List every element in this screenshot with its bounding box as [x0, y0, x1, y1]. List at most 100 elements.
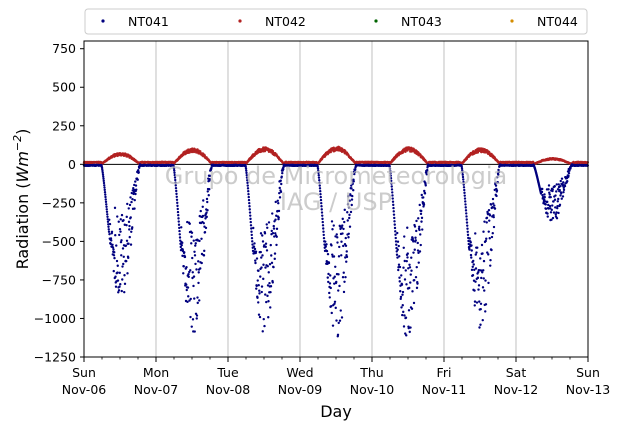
point-nt041: [258, 292, 261, 295]
point-nt041: [267, 221, 271, 224]
point-nt041: [403, 278, 407, 281]
point-nt041: [104, 195, 107, 199]
point-nt041: [248, 211, 252, 214]
point-nt041: [181, 241, 184, 245]
x-tick-label-date: Nov-09: [278, 382, 323, 397]
point-nt041: [341, 217, 344, 221]
point-nt041: [562, 181, 565, 184]
point-nt041: [328, 291, 331, 295]
point-nt041: [112, 254, 116, 257]
point-nt041: [484, 279, 487, 282]
point-nt041: [556, 200, 559, 203]
point-nt041: [253, 242, 256, 245]
point-nt041: [419, 212, 423, 216]
point-nt041: [276, 199, 279, 202]
point-nt041: [206, 190, 209, 193]
point-nt041: [464, 209, 468, 212]
legend-label-nt044: NT044: [537, 14, 578, 29]
point-nt041: [412, 301, 416, 305]
point-nt041: [247, 195, 250, 199]
point-nt041: [265, 223, 268, 226]
point-nt041: [270, 229, 273, 233]
point-nt041: [344, 236, 347, 240]
point-nt041: [544, 207, 548, 210]
point-nt041: [482, 269, 485, 272]
point-nt041: [476, 246, 479, 249]
point-nt041: [265, 249, 269, 252]
point-nt041: [345, 250, 348, 253]
point-nt041: [555, 190, 558, 193]
point-nt041: [130, 200, 133, 204]
point-nt041: [338, 284, 341, 288]
point-nt041: [131, 226, 134, 229]
point-nt041: [250, 230, 253, 233]
point-nt041: [543, 193, 546, 196]
point-nt041: [490, 248, 493, 252]
point-nt041: [483, 220, 486, 223]
point-nt041: [559, 185, 562, 188]
point-nt041: [125, 239, 129, 242]
point-nt041: [176, 207, 179, 211]
point-nt041: [472, 259, 475, 263]
point-nt041: [327, 261, 331, 265]
point-nt041: [335, 233, 338, 236]
point-nt041: [261, 330, 264, 333]
point-nt041: [250, 233, 253, 237]
point-nt041: [418, 228, 421, 232]
point-nt041: [403, 235, 406, 238]
point-nt041: [398, 255, 401, 258]
point-nt041: [551, 216, 555, 220]
point-nt041: [127, 242, 130, 245]
point-nt041: [491, 197, 495, 201]
point-nt041: [340, 254, 343, 257]
point-nt041: [187, 275, 190, 279]
point-nt041: [464, 200, 467, 203]
point-nt041: [485, 237, 488, 240]
x-tick-label-date: Nov-13: [566, 382, 610, 397]
point-nt041: [468, 248, 471, 251]
point-nt041: [262, 263, 265, 266]
point-nt041: [265, 300, 268, 304]
point-nt041: [394, 236, 397, 240]
point-nt041: [249, 220, 252, 224]
point-nt041: [255, 257, 259, 260]
point-nt041: [339, 309, 342, 312]
point-nt041: [337, 289, 340, 292]
point-nt041: [102, 177, 105, 180]
y-tick-label: −1000: [34, 311, 76, 326]
point-nt041: [259, 250, 262, 254]
point-nt041: [270, 254, 273, 257]
point-nt041: [116, 279, 120, 282]
point-nt041: [263, 324, 266, 328]
point-nt041: [470, 244, 473, 247]
point-nt041: [104, 193, 107, 196]
point-nt041: [477, 284, 481, 287]
point-nt041: [393, 223, 396, 226]
point-nt041: [484, 239, 487, 243]
point-nt041: [413, 248, 416, 251]
point-nt041: [463, 191, 466, 195]
point-nt041: [202, 254, 206, 257]
point-nt041: [334, 306, 337, 310]
point-nt041: [489, 258, 492, 262]
point-nt041: [344, 275, 347, 279]
x-tick-label-day: Thu: [359, 365, 383, 380]
point-nt041: [470, 249, 473, 252]
point-nt041: [479, 307, 482, 311]
point-nt041: [261, 240, 265, 243]
point-nt041: [404, 269, 407, 272]
point-nt041: [330, 311, 333, 315]
point-nt041: [187, 295, 190, 298]
point-nt041: [126, 202, 129, 206]
point-nt041: [183, 251, 186, 254]
point-nt041: [206, 209, 209, 212]
point-nt041: [247, 198, 251, 202]
x-axis: Sun Nov-06 Mon Nov-07 Tue Nov-08 Wed Nov-09 Thu N…: [62, 357, 610, 397]
point-nt042: [271, 150, 275, 153]
point-nt041: [482, 259, 486, 263]
point-nt041: [402, 310, 405, 314]
point-nt041: [397, 268, 400, 272]
point-nt041: [196, 296, 199, 299]
point-nt041: [469, 253, 473, 257]
point-nt041: [490, 235, 494, 239]
